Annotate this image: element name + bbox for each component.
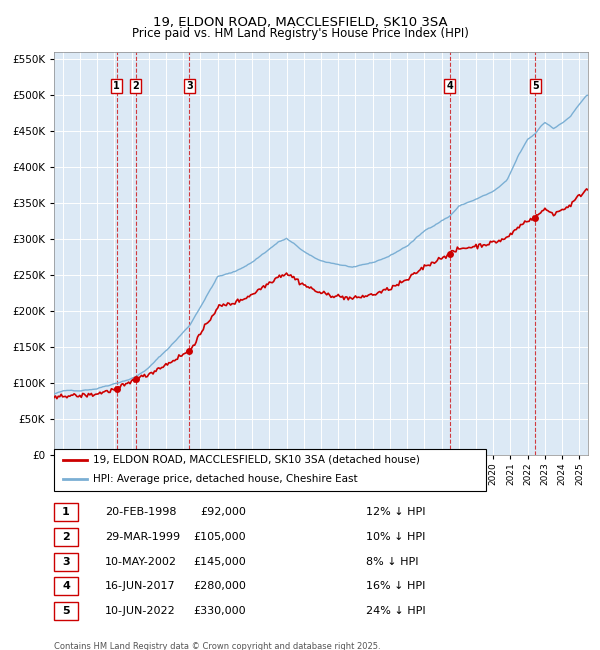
Text: £280,000: £280,000 (193, 581, 246, 592)
Text: 1: 1 (62, 507, 70, 517)
Text: 4: 4 (62, 581, 70, 592)
Text: 19, ELDON ROAD, MACCLESFIELD, SK10 3SA: 19, ELDON ROAD, MACCLESFIELD, SK10 3SA (152, 16, 448, 29)
Text: £92,000: £92,000 (200, 507, 246, 517)
Text: 20-FEB-1998: 20-FEB-1998 (105, 507, 176, 517)
Text: £145,000: £145,000 (193, 556, 246, 567)
Text: £105,000: £105,000 (193, 532, 246, 542)
Text: 2: 2 (132, 81, 139, 91)
Text: 4: 4 (446, 81, 453, 91)
Text: 2: 2 (62, 532, 70, 542)
Text: 8% ↓ HPI: 8% ↓ HPI (366, 556, 419, 567)
Text: 12% ↓ HPI: 12% ↓ HPI (366, 507, 425, 517)
Text: Contains HM Land Registry data © Crown copyright and database right 2025.
This d: Contains HM Land Registry data © Crown c… (54, 642, 380, 650)
Text: 5: 5 (62, 606, 70, 616)
Text: £330,000: £330,000 (193, 606, 246, 616)
Text: 3: 3 (186, 81, 193, 91)
Text: 29-MAR-1999: 29-MAR-1999 (105, 532, 180, 542)
Text: 10-JUN-2022: 10-JUN-2022 (105, 606, 176, 616)
Text: 16% ↓ HPI: 16% ↓ HPI (366, 581, 425, 592)
Text: 16-JUN-2017: 16-JUN-2017 (105, 581, 176, 592)
Text: 24% ↓ HPI: 24% ↓ HPI (366, 606, 425, 616)
Text: 19, ELDON ROAD, MACCLESFIELD, SK10 3SA (detached house): 19, ELDON ROAD, MACCLESFIELD, SK10 3SA (… (93, 455, 420, 465)
Text: 10-MAY-2002: 10-MAY-2002 (105, 556, 177, 567)
Text: 5: 5 (532, 81, 539, 91)
Text: HPI: Average price, detached house, Cheshire East: HPI: Average price, detached house, Ches… (93, 474, 358, 484)
Text: Price paid vs. HM Land Registry's House Price Index (HPI): Price paid vs. HM Land Registry's House … (131, 27, 469, 40)
Text: 10% ↓ HPI: 10% ↓ HPI (366, 532, 425, 542)
Text: 1: 1 (113, 81, 120, 91)
Text: 3: 3 (62, 556, 70, 567)
